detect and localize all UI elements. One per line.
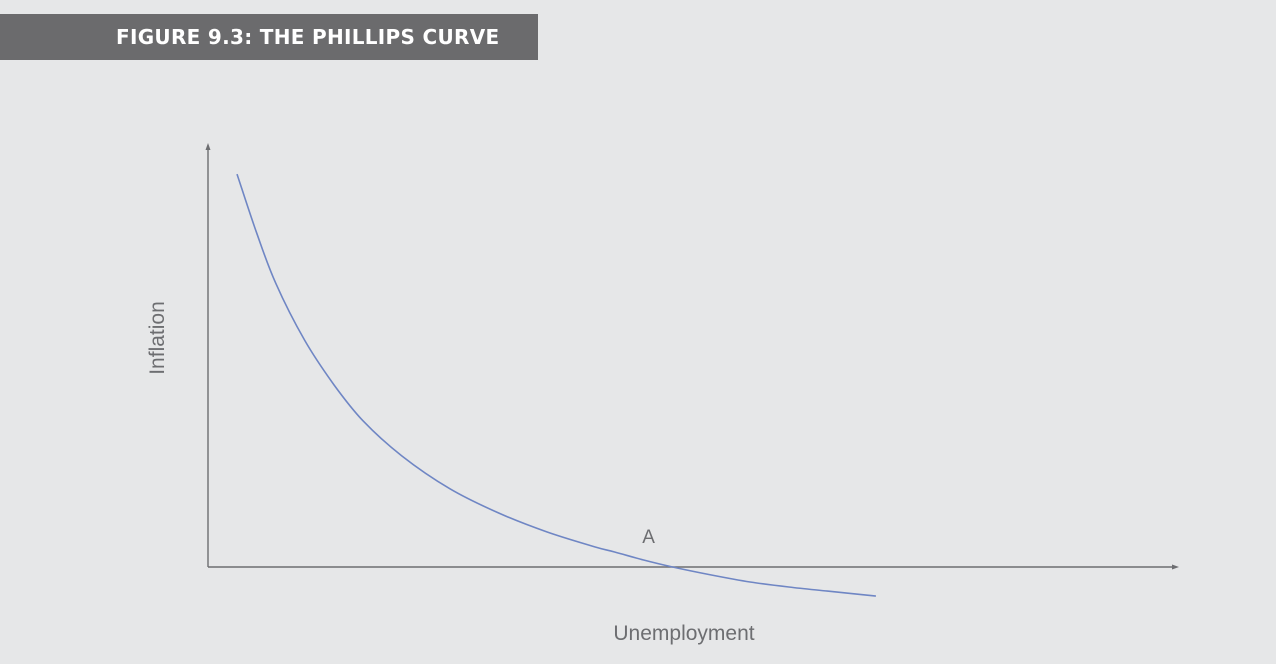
x-axis-label: Unemployment xyxy=(613,622,754,645)
y-axis-label: Inflation xyxy=(146,301,169,375)
figure-title-banner: FIGURE 9.3: THE PHILLIPS CURVE xyxy=(0,14,538,60)
point-a-label: A xyxy=(642,527,655,548)
phillips-curve-line xyxy=(236,173,876,597)
figure-title: FIGURE 9.3: THE PHILLIPS CURVE xyxy=(116,25,500,49)
